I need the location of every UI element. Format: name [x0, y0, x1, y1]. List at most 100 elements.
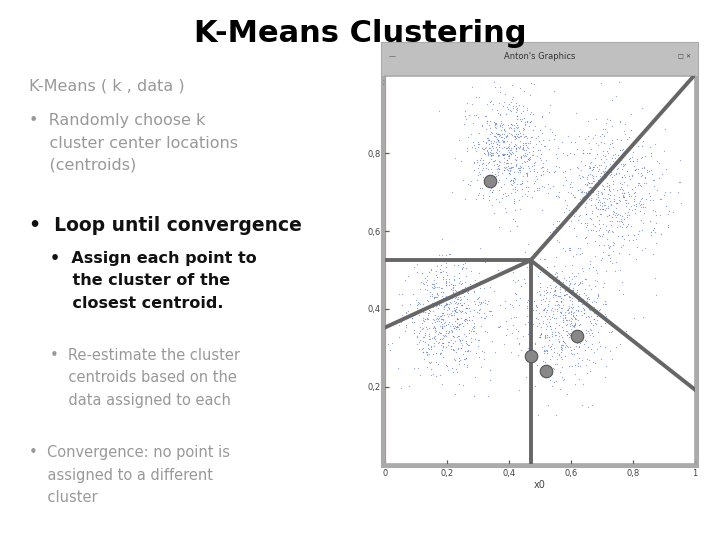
Point	[619, 129, 631, 138]
Point	[512, 350, 523, 359]
Point	[467, 138, 479, 146]
Point	[541, 306, 553, 314]
Point	[585, 194, 597, 202]
Point	[645, 231, 657, 240]
Point	[495, 183, 506, 191]
Point	[574, 296, 585, 305]
Point	[574, 185, 585, 193]
Point	[564, 189, 576, 198]
Point	[559, 286, 571, 295]
Point	[600, 179, 612, 187]
Point	[446, 293, 458, 302]
Point	[474, 244, 486, 253]
Point	[577, 187, 588, 195]
Point	[514, 162, 526, 171]
Point	[508, 303, 519, 312]
Point	[455, 344, 467, 353]
Point	[452, 289, 464, 298]
Point	[534, 309, 545, 318]
Point	[420, 315, 431, 323]
Point	[549, 282, 561, 291]
Point	[396, 301, 408, 309]
Point	[561, 342, 572, 350]
Point	[521, 373, 532, 382]
Point	[468, 287, 480, 296]
Point	[595, 161, 607, 170]
Point	[430, 301, 441, 310]
Point	[423, 350, 434, 359]
Point	[641, 194, 652, 203]
Point	[608, 194, 619, 203]
Point	[544, 281, 555, 289]
Point	[424, 307, 436, 315]
Text: •  Convergence: no point is
    assigned to a different
    cluster: • Convergence: no point is assigned to a…	[29, 446, 230, 505]
Point	[567, 260, 578, 269]
Point	[460, 308, 472, 317]
Point	[589, 154, 600, 163]
Point	[493, 157, 505, 165]
Point	[533, 132, 544, 140]
Point	[565, 325, 577, 333]
Point	[530, 140, 541, 149]
Point	[498, 163, 510, 171]
Point	[611, 198, 623, 207]
Point	[519, 248, 531, 256]
Point	[644, 192, 655, 200]
Point	[458, 360, 469, 368]
Point	[622, 207, 634, 216]
Point	[441, 301, 452, 309]
Point	[598, 151, 609, 159]
Point	[564, 245, 575, 254]
Point	[452, 295, 464, 303]
Point	[465, 130, 477, 139]
Point	[613, 248, 625, 257]
Point	[436, 234, 448, 243]
Text: •  Assign each point to
    the cluster of the
    closest centroid.: • Assign each point to the cluster of th…	[50, 251, 257, 310]
Point	[505, 148, 516, 157]
Point	[564, 279, 576, 288]
Point	[556, 283, 567, 292]
Point	[520, 190, 531, 198]
Point	[542, 180, 554, 188]
Point	[483, 158, 495, 166]
Point	[598, 147, 609, 156]
Point	[436, 315, 447, 323]
Point	[590, 131, 601, 139]
Point	[572, 215, 584, 224]
Point	[624, 190, 635, 198]
Point	[510, 325, 522, 333]
Point	[585, 179, 597, 188]
Point	[502, 190, 513, 199]
Point	[472, 137, 484, 146]
Point	[488, 178, 500, 187]
Point	[599, 166, 611, 175]
Point	[621, 181, 633, 190]
Point	[516, 114, 528, 123]
Point	[500, 159, 512, 167]
Point	[583, 295, 595, 304]
Point	[606, 122, 617, 130]
Point	[436, 284, 447, 293]
Point	[557, 346, 568, 355]
Point	[459, 292, 470, 300]
Point	[616, 173, 628, 182]
Point	[489, 156, 500, 164]
Point	[611, 170, 622, 179]
Point	[618, 220, 629, 228]
Point	[554, 303, 565, 312]
Point	[505, 176, 516, 184]
Point	[478, 347, 490, 356]
Point	[639, 179, 650, 187]
Point	[443, 329, 454, 338]
Point	[477, 159, 489, 168]
Point	[578, 308, 590, 317]
Point	[489, 170, 500, 179]
Point	[455, 288, 467, 297]
Point	[573, 330, 585, 339]
Point	[528, 166, 540, 175]
Point	[586, 340, 598, 348]
Point	[515, 132, 526, 140]
Point	[617, 160, 629, 169]
Point	[454, 354, 465, 362]
Point	[549, 166, 561, 175]
